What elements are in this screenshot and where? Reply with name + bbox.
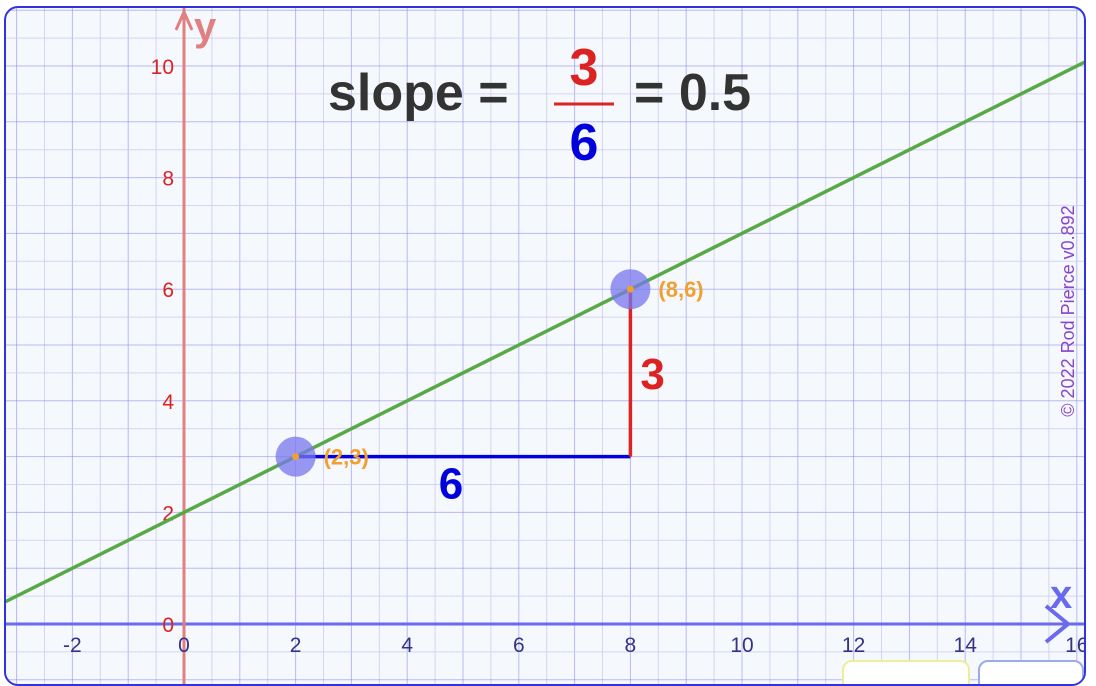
equation-prefix: slope = (328, 64, 509, 122)
x-tick-label: 14 (954, 634, 978, 657)
x-tick-label: -2 (63, 634, 82, 657)
point-coordinate-label: (2,3) (324, 445, 369, 470)
x-tick-label: 0 (178, 634, 190, 657)
x-tick-label: 16 (1065, 634, 1086, 657)
run-label: 6 (439, 460, 463, 509)
y-tick-label: 6 (162, 279, 174, 302)
x-tick-label: 6 (513, 634, 525, 657)
x-axis-arrow (1044, 604, 1072, 644)
x-tick-label: 4 (401, 634, 413, 657)
y-axis-arrow (174, 8, 194, 31)
slope-graph[interactable]: y x -2 0 2 4 6 8 10 12 14 16 0 2 4 6 8 10 6 3 (2,3) (8,6) slop… (6, 8, 1086, 686)
point-coordinate-label: (8,6) (658, 277, 703, 302)
x-tick-label: 12 (842, 634, 865, 657)
x-tick-label: 10 (730, 634, 753, 657)
slope-line (6, 60, 1084, 604)
x-tick-label: 8 (625, 634, 637, 657)
graph-frame: y x -2 0 2 4 6 8 10 12 14 16 0 2 4 6 8 10 6 3 (2,3) (8,6) slop… (4, 6, 1086, 686)
bottom-control-button[interactable] (842, 660, 970, 684)
bottom-control-button-2[interactable] (978, 660, 1084, 684)
y-tick-label: 0 (162, 614, 174, 637)
point-marker (292, 453, 300, 461)
y-axis-label: y (194, 8, 217, 49)
equation-suffix: = 0.5 (634, 64, 751, 122)
x-tick-label: 2 (290, 634, 302, 657)
equation-denominator: 6 (570, 114, 599, 172)
point-marker (626, 285, 634, 293)
y-tick-label: 10 (151, 56, 174, 79)
x-axis-label: x (1050, 573, 1072, 617)
y-tick-label: 8 (162, 168, 174, 191)
copyright-watermark: © 2022 Rod Pierce v0.892 (1058, 205, 1078, 416)
y-tick-label: 2 (162, 502, 174, 525)
y-tick-label: 4 (162, 391, 174, 414)
equation-numerator: 3 (570, 39, 599, 97)
rise-label: 3 (640, 350, 664, 399)
